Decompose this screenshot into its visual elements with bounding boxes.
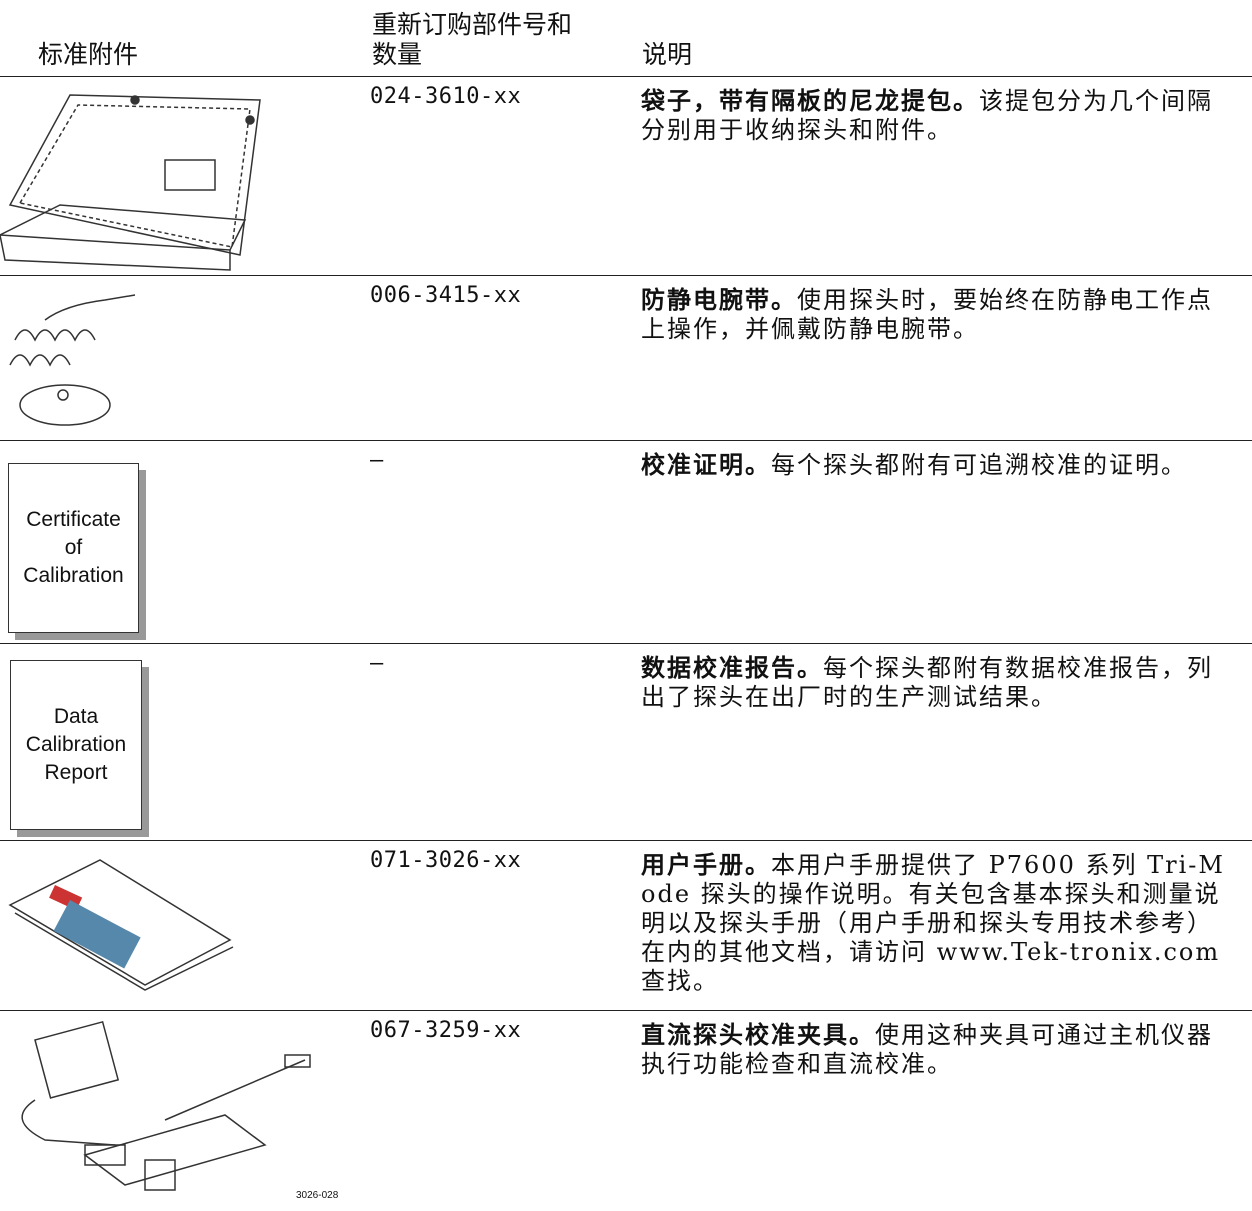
row-rule [0, 1010, 1252, 1011]
manual-illustration [8, 859, 234, 991]
description-text: 每个探头都附有数据校准报告，列出了探头在出厂时的生产测试结果。 [641, 654, 1213, 711]
description-text: 本用户手册提供了 P7600 系列 Tri-Mode 探头的操作说明。有关包含基… [641, 851, 1225, 995]
header-line: 重新订购部件号和 [372, 10, 573, 39]
description-title: 袋子，带有隔板的尼龙提包。 [641, 86, 979, 115]
description-title: 防静电腕带。 [641, 285, 797, 314]
part-number: 006-3415-xx [370, 283, 522, 308]
part-number: — [370, 651, 384, 676]
image-text: Certificate [26, 508, 121, 531]
row-rule [0, 76, 1252, 77]
image-text: of [64, 536, 83, 559]
header-description: 说明 [642, 40, 693, 69]
description: 袋子，带有隔板的尼龙提包。该提包分为几个间隔分别用于收纳探头和附件。 [641, 86, 1226, 145]
part-number: 067-3259-xx [370, 1018, 522, 1043]
description-text: 该提包分为几个间隔分别用于收纳探头和附件。 [641, 87, 1213, 144]
description: 校准证明。每个探头都附有可追溯校准的证明。 [641, 450, 1226, 480]
image-text: Data [53, 705, 99, 728]
row-rule [0, 643, 1252, 644]
part-number: 024-3610-xx [370, 84, 522, 109]
fixture-illustration [21, 1020, 311, 1191]
row-rule [0, 440, 1252, 441]
image-text: Calibration [25, 733, 127, 756]
image-text: Report [44, 761, 108, 784]
description-text: 每个探头都附有可追溯校准的证明。 [771, 451, 1187, 479]
wrist-strap-illustration [9, 294, 136, 426]
description: 防静电腕带。使用探头时，要始终在防静电工作点上操作，并佩戴防静电腕带。 [641, 285, 1226, 344]
header-line: 数量 [372, 40, 423, 69]
bag-illustration [0, 94, 261, 271]
description: 数据校准报告。每个探头都附有数据校准报告，列出了探头在出厂时的生产测试结果。 [641, 653, 1226, 712]
header-accessory: 标准附件 [38, 40, 139, 69]
part-number: — [370, 448, 384, 473]
description-title: 用户手册。 [641, 850, 771, 879]
description: 直流探头校准夹具。使用这种夹具可通过主机仪器执行功能检查和直流校准。 [641, 1020, 1226, 1079]
description: 用户手册。本用户手册提供了 P7600 系列 Tri-Mode 探头的操作说明。… [641, 850, 1226, 996]
description-title: 直流探头校准夹具。 [641, 1020, 875, 1049]
figure-number: 3026-028 [296, 1190, 339, 1201]
description-title: 校准证明。 [641, 450, 771, 479]
image-text: Calibration [23, 564, 124, 587]
row-rule [0, 840, 1252, 841]
header-part-number: 重新订购部件号和 数量 [372, 10, 572, 70]
part-number: 071-3026-xx [370, 848, 522, 873]
document-image: Data Calibration Report [10, 660, 142, 830]
row-rule [0, 275, 1252, 276]
description-text: 使用探头时，要始终在防静电工作点上操作，并佩戴防静电腕带。 [641, 286, 1213, 343]
document-image: Certificate of Calibration [8, 463, 139, 633]
description-text: 使用这种夹具可通过主机仪器执行功能检查和直流校准。 [641, 1021, 1213, 1078]
description-title: 数据校准报告。 [641, 653, 823, 682]
